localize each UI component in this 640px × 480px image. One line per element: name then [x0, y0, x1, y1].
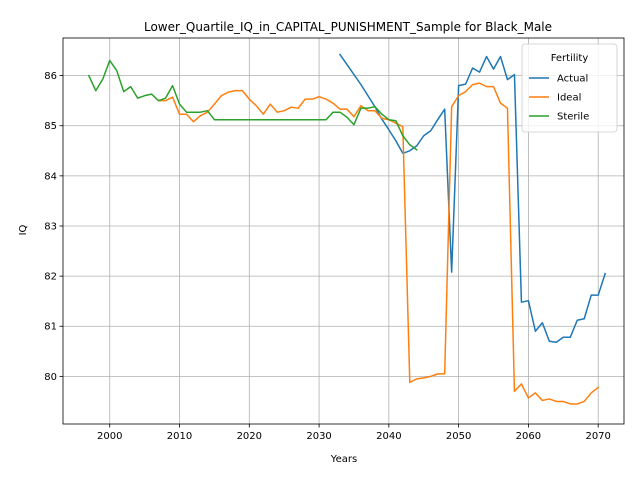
legend-label-actual: Actual — [557, 74, 588, 85]
y-tick-label: 86 — [44, 71, 57, 82]
chart-title: Lower_Quartile_IQ_in_CAPITAL_PUNISHMENT_… — [144, 20, 552, 34]
y-tick-label: 84 — [44, 171, 57, 182]
legend-title: Fertility — [551, 53, 589, 64]
x-tick-label: 2030 — [306, 431, 331, 442]
legend-entries: Actual Ideal Sterile — [529, 74, 589, 123]
series-line-actual — [338, 53, 607, 344]
y-tick-label: 83 — [44, 221, 57, 232]
series-line-sterile — [87, 59, 418, 151]
x-tick-label: 2060 — [516, 431, 541, 442]
x-axis-label: Years — [330, 454, 357, 465]
x-tick-label: 2000 — [97, 431, 122, 442]
x-tick-label: 2020 — [237, 431, 262, 442]
y-tick-label: 85 — [44, 121, 57, 132]
x-tick-label: 2040 — [376, 431, 401, 442]
series-line-ideal — [157, 82, 600, 405]
x-axis-ticks: 2000 2010 2020 2030 2040 2050 2060 2070 — [97, 424, 611, 442]
y-tick-label: 82 — [44, 272, 57, 283]
x-tick-label: 2050 — [446, 431, 471, 442]
x-tick-label: 2010 — [167, 431, 192, 442]
y-axis-label: IQ — [18, 224, 29, 235]
x-tick-label: 2070 — [585, 431, 610, 442]
legend-label-ideal: Ideal — [557, 93, 581, 104]
series-layer — [87, 53, 607, 405]
legend-label-sterile: Sterile — [557, 112, 589, 123]
legend: Fertility Actual Ideal Sterile — [521, 43, 618, 133]
y-tick-label: 80 — [44, 372, 57, 383]
plot-area-frame — [62, 37, 625, 425]
legend-box — [521, 43, 618, 133]
y-tick-label: 81 — [44, 322, 57, 333]
y-axis-ticks: 80 81 82 83 84 85 86 — [44, 71, 63, 383]
